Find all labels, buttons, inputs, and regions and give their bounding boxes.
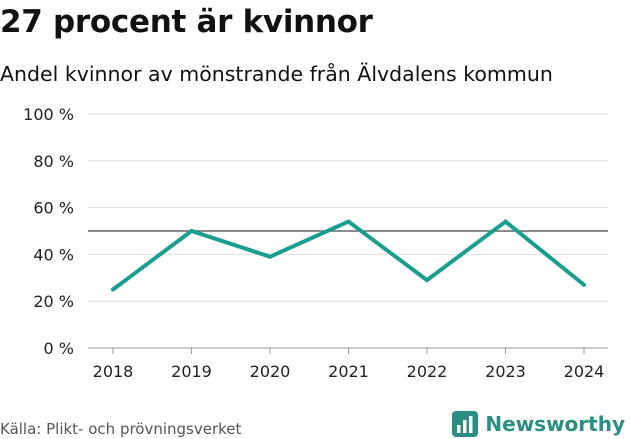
x-tick-label: 2022 bbox=[407, 362, 448, 381]
y-tick-label: 60 % bbox=[33, 199, 74, 218]
data-point bbox=[268, 254, 272, 259]
x-tick-label: 2023 bbox=[485, 362, 526, 381]
data-point bbox=[582, 282, 586, 287]
line-chart: 0 % 20 % 40 % 60 % 80 % 100 % 2018 2019 2020 202… bbox=[23, 105, 608, 381]
y-tick-label: 0 % bbox=[44, 339, 74, 358]
y-tick-label: 100 % bbox=[23, 105, 74, 124]
x-tick-label: 2018 bbox=[93, 362, 134, 381]
y-tick-label: 80 % bbox=[33, 152, 74, 171]
y-tick-label: 40 % bbox=[33, 245, 74, 264]
x-tick-label: 2020 bbox=[250, 362, 291, 381]
data-point bbox=[189, 229, 194, 233]
data-point bbox=[503, 219, 508, 224]
y-tick-label: 20 % bbox=[33, 292, 74, 311]
data-point bbox=[425, 278, 429, 283]
series-line bbox=[111, 219, 586, 292]
chart-title: 27 procent är kvinnor bbox=[0, 4, 373, 40]
x-tick-label: 2021 bbox=[328, 362, 369, 381]
brand: Newsworthy bbox=[451, 409, 625, 439]
data-point bbox=[346, 219, 351, 224]
chart-subtitle: Andel kvinnor av mönstrande från Älvdale… bbox=[0, 62, 553, 86]
source-note: Källa: Plikt- och prövningsverket bbox=[0, 420, 242, 438]
brand-name: Newsworthy bbox=[485, 412, 625, 436]
x-tick-label: 2019 bbox=[171, 362, 212, 381]
bar-chart-logo-icon bbox=[452, 411, 479, 437]
x-tick-label: 2024 bbox=[564, 362, 605, 381]
data-point bbox=[111, 287, 115, 292]
